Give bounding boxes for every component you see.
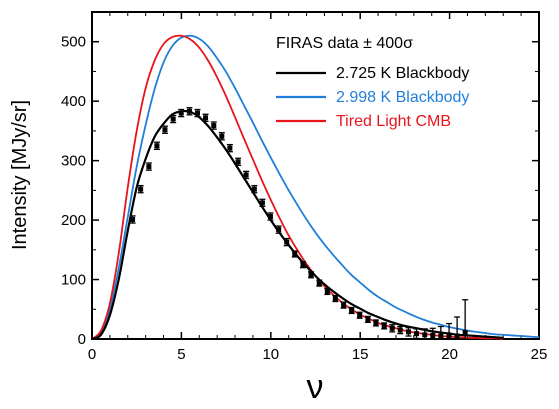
data-point: [405, 329, 411, 335]
data-point: [284, 239, 290, 245]
data-point: [446, 334, 452, 340]
data-point: [300, 262, 306, 268]
data-point: [454, 333, 460, 339]
data-point: [292, 251, 298, 257]
data-point: [389, 325, 395, 331]
data-point: [341, 302, 347, 308]
x-tick-label: 15: [352, 346, 369, 363]
firas-data-points: [129, 107, 469, 340]
y-axis: 0 100 200 300 400 500: [61, 34, 539, 348]
x-axis-title: ν: [307, 368, 324, 406]
plot-frame: [91, 11, 540, 340]
data-point: [203, 115, 209, 121]
data-point: [227, 145, 233, 151]
x-axis: 0 5 10 15 20 25: [88, 12, 548, 363]
data-point: [430, 332, 436, 338]
data-point: [308, 272, 314, 278]
data-point: [251, 186, 257, 192]
y-tick-label: 500: [61, 34, 86, 51]
x-tick-label: 10: [262, 346, 279, 363]
x-tick-label: 25: [531, 346, 548, 363]
y-tick-label: 300: [61, 153, 86, 170]
data-point: [243, 172, 249, 178]
data-point: [211, 123, 217, 129]
series-lines: [91, 34, 540, 341]
y-tick-label: 0: [78, 331, 86, 348]
series-line-2-998-k-blackbody: [91, 34, 540, 340]
data-point: [332, 296, 338, 302]
data-point: [259, 200, 265, 206]
data-point: [130, 216, 136, 222]
data-point: [267, 214, 273, 220]
data-point: [438, 333, 444, 339]
data-point: [422, 332, 428, 338]
y-axis-title: Intensity [MJy/sr]: [9, 100, 31, 250]
data-point: [154, 143, 160, 149]
data-point: [373, 320, 379, 326]
legend-label: 2.725 K Blackbody: [336, 65, 469, 82]
data-point: [324, 288, 330, 294]
data-point: [397, 327, 403, 333]
y-tick-label: 100: [61, 272, 86, 289]
data-point: [357, 312, 363, 318]
data-point: [462, 329, 468, 335]
data-point: [138, 186, 144, 192]
data-point: [349, 307, 355, 313]
legend-label: Tired Light CMB: [336, 113, 451, 130]
data-point: [414, 331, 420, 337]
legend-label: 2.998 K Blackbody: [336, 89, 469, 106]
data-point: [316, 280, 322, 286]
legend: FIRAS data ± 400σ 2.725 K Blackbody 2.998…: [276, 35, 469, 130]
data-point: [162, 127, 168, 133]
x-tick-label: 5: [177, 346, 185, 363]
data-point: [365, 316, 371, 322]
data-point: [146, 164, 152, 170]
data-point: [178, 110, 184, 116]
data-point: [276, 227, 282, 233]
data-point: [219, 133, 225, 139]
data-point: [235, 159, 241, 165]
data-point: [170, 116, 176, 122]
data-point: [381, 323, 387, 329]
x-tick-label: 20: [441, 346, 458, 363]
y-tick-label: 400: [61, 93, 86, 110]
data-point: [194, 110, 200, 116]
data-point: [186, 108, 192, 114]
legend-header: FIRAS data ± 400σ: [276, 35, 413, 52]
x-tick-label: 0: [88, 346, 96, 363]
y-tick-label: 200: [61, 212, 86, 229]
series-line-2-725-k-blackbody: [91, 109, 504, 341]
